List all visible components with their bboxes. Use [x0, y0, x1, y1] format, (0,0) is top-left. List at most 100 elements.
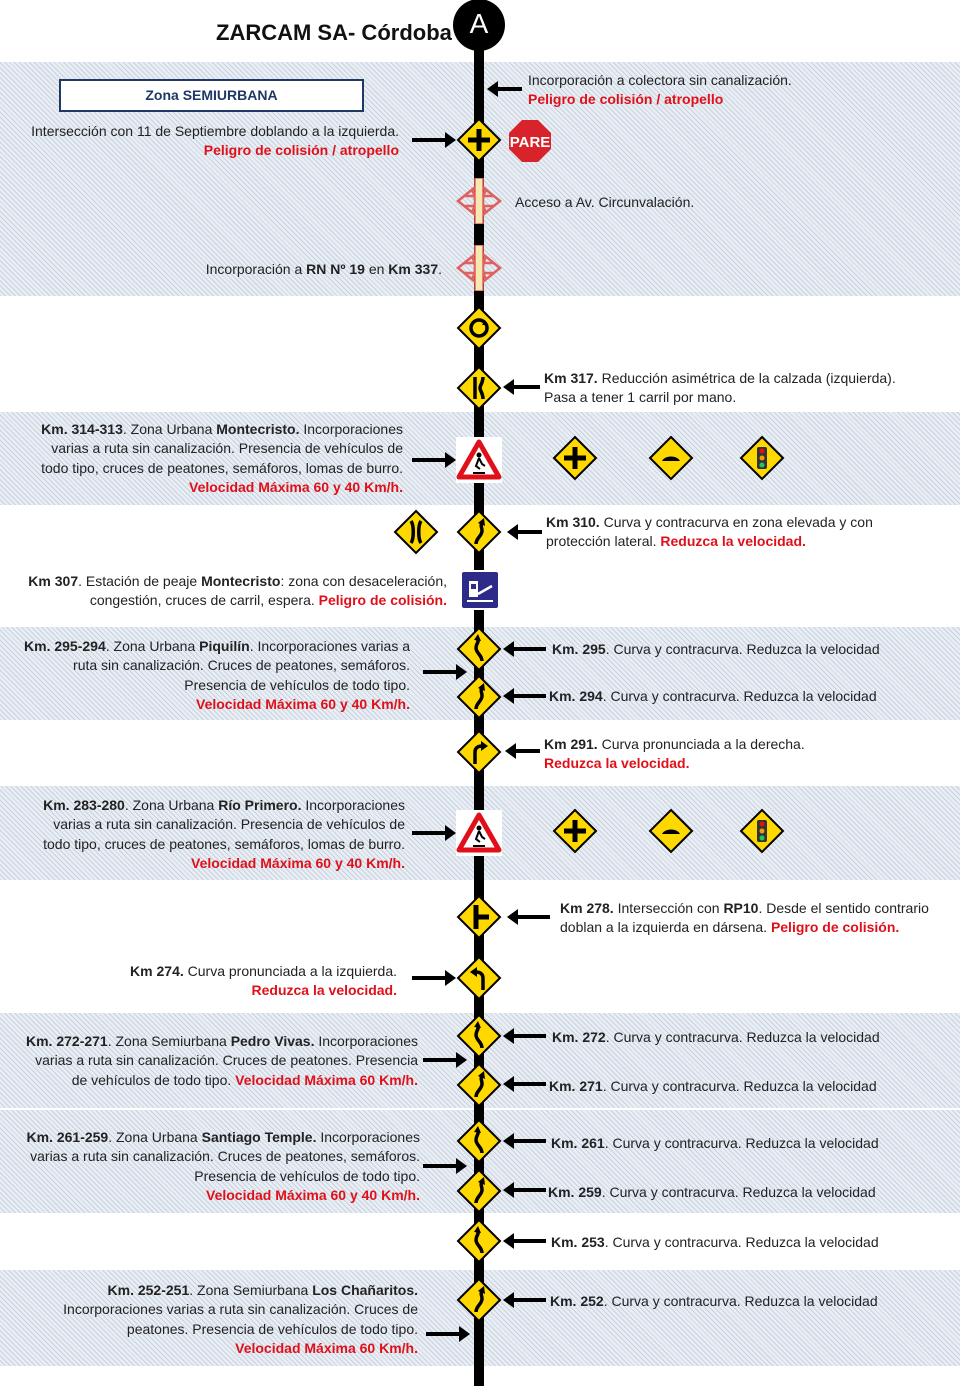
- curve-sign-icon: [456, 674, 502, 720]
- emphasis-text: Pedro Vivas.: [230, 1033, 315, 1049]
- roundabout-sign-icon: [456, 305, 502, 351]
- arrow-left-icon: [503, 1233, 546, 1249]
- emphasis-text: Km. 283-280: [43, 797, 125, 813]
- warning-text: Velocidad Máxima 60 Km/h.: [235, 1339, 418, 1356]
- note-text: Incorporación a: [205, 261, 307, 277]
- curve-sign-icon: [456, 626, 502, 672]
- note-text: Incorporaciones varias a ruta sin canali…: [35, 1033, 418, 1088]
- arrow-right-icon: [412, 452, 456, 468]
- arrow-left-icon: [503, 1133, 546, 1149]
- speed-bump-sign-icon: [648, 808, 694, 854]
- emphasis-text: Montecristo.: [216, 421, 300, 437]
- emphasis-text: Km 278.: [560, 900, 614, 916]
- note-right: Incorporación a colectora sin canalizaci…: [528, 71, 792, 110]
- note-left: Km 274. Curva pronunciada a la izquierda…: [130, 962, 397, 1001]
- pedestrian-crossing-sign-icon: [456, 810, 502, 856]
- emphasis-text: Km. 252: [550, 1293, 604, 1309]
- curve-sign-icon: [456, 1118, 502, 1164]
- note-text: Curva pronunciada a la derecha.: [601, 736, 805, 752]
- arrow-left-icon: [505, 743, 540, 759]
- emphasis-text: Km 337: [388, 261, 439, 277]
- note-text: . Curva y contracurva. Reduzca la veloci…: [604, 1135, 879, 1151]
- note-right: Km. 259. Curva y contracurva. Reduzca la…: [548, 1183, 876, 1202]
- note-right: Km. 252. Curva y contracurva. Reduzca la…: [550, 1292, 878, 1311]
- page-title: ZARCAM SA- Córdoba: [216, 20, 452, 45]
- arrow-left-icon: [507, 909, 550, 925]
- emphasis-text: Km. 253: [551, 1234, 605, 1250]
- arrow-left-icon: [503, 641, 546, 657]
- note-text: Incorporaciones varias a ruta sin canali…: [63, 1301, 418, 1337]
- note-right: Km 310. Curva y contracurva en zona elev…: [546, 513, 873, 552]
- start-marker: A: [453, 0, 505, 51]
- arrow-left-icon: [503, 379, 540, 395]
- interchange-icon: [456, 245, 502, 291]
- arrow-right-icon: [412, 970, 456, 986]
- warning-text: Velocidad Máxima 60 y 40 Km/h.: [206, 1186, 420, 1203]
- traffic-light-sign-icon: [739, 435, 785, 481]
- note-text: . Zona Urbana: [124, 797, 219, 813]
- arrow-left-icon: [487, 81, 522, 97]
- traffic-light-sign-icon: [739, 808, 785, 854]
- emphasis-text: Km. 271: [549, 1078, 603, 1094]
- emphasis-text: Km. 272-271: [26, 1033, 108, 1049]
- note-text: . Zona Urbana: [105, 638, 200, 654]
- curve-sign-icon: [456, 1218, 502, 1264]
- note-text: Acceso a Av. Circunvalación.: [515, 194, 695, 210]
- warning-text: Reduzca la velocidad.: [660, 533, 806, 550]
- emphasis-text: Km. 272: [552, 1029, 606, 1045]
- emphasis-text: Km 291.: [544, 736, 598, 752]
- note-text: . Incorporaciones varias a ruta sin cana…: [73, 638, 410, 693]
- curve-sign-icon: [456, 1013, 502, 1059]
- note-right: Km 291. Curva pronunciada a la derecha. …: [544, 735, 805, 774]
- note-text: .: [438, 261, 442, 277]
- note-text: . Curva y contracurva. Reduzca la veloci…: [602, 688, 877, 704]
- emphasis-text: Montecristo: [201, 573, 281, 589]
- note-text: . Desde el sentido contrario doblan a la…: [560, 900, 929, 936]
- note-text: Incorporaciones varias a ruta sin canali…: [41, 421, 403, 476]
- speed-bump-sign-icon: [648, 435, 694, 481]
- note-left: Km. 295-294. Zona Urbana Piquilín. Incor…: [24, 637, 410, 714]
- arrow-right-icon: [412, 825, 456, 841]
- note-text: . Estación de peaje: [78, 573, 202, 589]
- note-text: . Curva y contracurva. Reduzca la veloci…: [604, 1234, 879, 1250]
- arrow-left-icon: [507, 524, 542, 540]
- note-text: . Curva y contracurva. Reduzca la veloci…: [603, 1293, 878, 1309]
- pedestrian-crossing-sign-icon: [456, 437, 502, 483]
- emphasis-text: Km. 261: [551, 1135, 605, 1151]
- arrow-left-icon: [503, 1182, 546, 1198]
- note-right: Km. 271. Curva y contracurva. Reduzca la…: [549, 1077, 877, 1096]
- svg-text:PARE: PARE: [510, 134, 551, 151]
- emphasis-text: Km 274.: [130, 963, 184, 979]
- emphasis-text: Km 317.: [544, 370, 598, 386]
- note-left: Incorporación a RN Nº 19 en Km 337.: [206, 260, 442, 279]
- emphasis-text: Km. 294: [549, 688, 603, 704]
- note-right: Km 317. Reducción asimétrica de la calza…: [544, 369, 896, 408]
- emphasis-text: RP10: [723, 900, 759, 916]
- narrow-bridge-sign-icon: [393, 509, 439, 555]
- curve-sign-icon: [456, 1168, 502, 1214]
- emphasis-text: Km. 295: [552, 641, 606, 657]
- sharp-curve-sign-icon: [456, 729, 502, 775]
- zone-label: Zona SEMIURBANA: [59, 79, 364, 112]
- arrow-right-icon: [426, 1326, 470, 1342]
- warning-text: Reduzca la velocidad.: [251, 982, 398, 999]
- note-text: Incorporaciones varias a ruta sin canali…: [30, 1129, 420, 1184]
- note-text: . Curva y contracurva. Reduzca la veloci…: [605, 1029, 880, 1045]
- emphasis-text: Km. 259: [548, 1184, 602, 1200]
- arrow-right-icon: [423, 1158, 467, 1174]
- note-right: Km. 295. Curva y contracurva. Reduzca la…: [552, 640, 880, 659]
- note-left: Intersección con 11 de Septiembre doblan…: [31, 122, 399, 161]
- warning-text: Peligro de colisión / atropello: [528, 91, 724, 108]
- emphasis-text: Km. 252-251: [107, 1282, 190, 1298]
- toll-station-sign-icon: [457, 567, 503, 613]
- note-right: Km. 294. Curva y contracurva. Reduzca la…: [549, 687, 877, 706]
- interchange-icon: [456, 178, 502, 224]
- lane-narrowing-sign-icon: [456, 365, 502, 411]
- emphasis-text: Los Chañaritos.: [312, 1282, 418, 1298]
- note-text: . Zona Urbana: [108, 1129, 202, 1145]
- warning-text: Velocidad Máxima 60 y 40 Km/h.: [189, 478, 403, 495]
- emphasis-text: Km. 295-294: [24, 638, 106, 654]
- curve-sign-icon: [456, 1062, 502, 1108]
- note-left: Km. 272-271. Zona Semiurbana Pedro Vivas…: [26, 1032, 418, 1090]
- arrow-right-icon: [423, 664, 467, 680]
